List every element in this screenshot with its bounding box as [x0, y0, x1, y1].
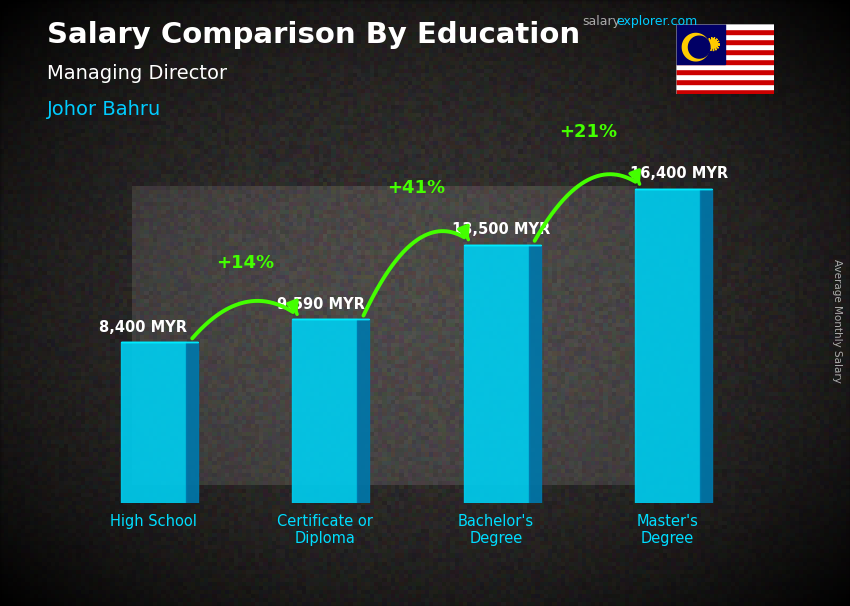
Polygon shape — [707, 41, 713, 44]
Bar — [676, 39, 774, 44]
Bar — [676, 89, 774, 94]
Polygon shape — [713, 39, 717, 44]
Bar — [676, 24, 774, 29]
Polygon shape — [713, 44, 718, 48]
Bar — [676, 64, 774, 69]
Polygon shape — [688, 36, 710, 58]
Polygon shape — [713, 44, 714, 51]
Bar — [676, 24, 724, 64]
Polygon shape — [713, 44, 720, 45]
Polygon shape — [700, 189, 711, 503]
Polygon shape — [713, 41, 719, 44]
Polygon shape — [706, 44, 713, 47]
Bar — [676, 79, 774, 84]
Text: 16,400 MYR: 16,400 MYR — [630, 167, 728, 181]
Bar — [635, 189, 700, 503]
Text: +14%: +14% — [216, 254, 275, 271]
Text: +21%: +21% — [558, 123, 617, 141]
Bar — [463, 245, 529, 503]
Bar — [676, 49, 774, 54]
Polygon shape — [706, 44, 713, 45]
Polygon shape — [529, 245, 541, 503]
Bar — [676, 59, 774, 64]
Polygon shape — [683, 33, 709, 61]
Polygon shape — [713, 44, 717, 50]
Polygon shape — [186, 342, 198, 503]
Bar — [676, 54, 774, 59]
Bar — [122, 342, 186, 503]
Text: Johor Bahru: Johor Bahru — [47, 100, 161, 119]
Text: Managing Director: Managing Director — [47, 64, 227, 82]
Bar — [676, 84, 774, 89]
Polygon shape — [708, 44, 713, 49]
Text: +41%: +41% — [388, 179, 445, 197]
Polygon shape — [711, 44, 713, 51]
Bar — [292, 319, 358, 503]
Text: 9,590 MYR: 9,590 MYR — [277, 297, 365, 312]
Bar — [676, 44, 774, 49]
Text: explorer.com: explorer.com — [616, 15, 698, 28]
Polygon shape — [711, 38, 713, 44]
Bar — [676, 34, 774, 39]
Text: 8,400 MYR: 8,400 MYR — [99, 319, 187, 335]
Text: 13,500 MYR: 13,500 MYR — [451, 222, 550, 237]
Text: salary: salary — [582, 15, 620, 28]
Bar — [676, 69, 774, 74]
Polygon shape — [358, 319, 370, 503]
Polygon shape — [709, 38, 713, 44]
Text: Salary Comparison By Education: Salary Comparison By Education — [47, 21, 580, 49]
Text: Average Monthly Salary: Average Monthly Salary — [832, 259, 842, 383]
Bar — [676, 29, 774, 34]
Bar — [676, 74, 774, 79]
Polygon shape — [713, 38, 715, 44]
